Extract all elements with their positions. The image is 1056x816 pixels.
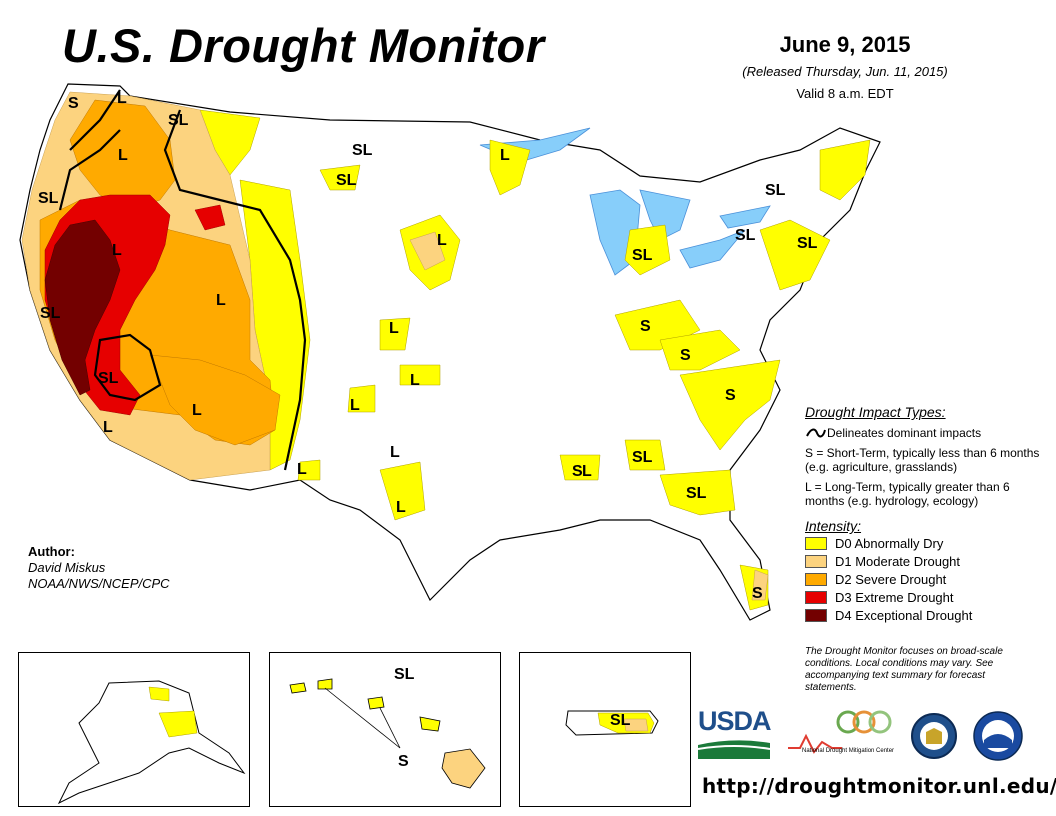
legend-long-term-row: L = Long-Term, typically greater than 6 … <box>805 480 1045 508</box>
svg-text:L: L <box>396 499 406 516</box>
author-name: David Miskus <box>28 560 106 575</box>
d0-swatch <box>805 536 827 550</box>
svg-text:SL: SL <box>632 247 653 264</box>
svg-text:S: S <box>640 318 651 335</box>
svg-text:SL: SL <box>765 182 786 199</box>
svg-text:L: L <box>117 90 127 107</box>
svg-text:L: L <box>350 397 360 414</box>
intensity-d4-row: D4 Exceptional Drought <box>805 606 1045 624</box>
svg-text:SL: SL <box>98 370 119 387</box>
long-term-label: L = Long-Term, typically greater than 6 … <box>805 480 1010 508</box>
svg-text:SL: SL <box>686 485 707 502</box>
svg-text:L: L <box>112 242 122 259</box>
hawaii-map: SL S <box>289 666 486 789</box>
ndmc-caption-line1: National <box>802 748 825 754</box>
d3-label: D3 Extreme Drought <box>835 589 954 605</box>
svg-text:L: L <box>389 320 399 337</box>
svg-text:L: L <box>118 147 128 164</box>
svg-text:SL: SL <box>168 112 189 129</box>
short-term-label: S = Short-Term, typically less than 6 mo… <box>805 446 1040 474</box>
doc-seal-icon <box>911 713 957 759</box>
svg-text:L: L <box>582 463 592 480</box>
svg-text:L: L <box>103 419 113 436</box>
intensity-d3-row: D3 Extreme Drought <box>805 588 1045 606</box>
svg-text:L: L <box>216 292 226 309</box>
impact-labels: S L SL SL L SL SL L L L L SL L SL L L L … <box>38 90 818 602</box>
ndmc-logo-caption: National Drought Mitigation Center <box>802 748 894 754</box>
doc-seal-logo <box>910 712 958 760</box>
svg-text:L: L <box>390 444 400 461</box>
valid-time: Valid 8 a.m. EDT <box>796 86 894 101</box>
noaa-logo <box>972 710 1024 762</box>
map-title: U.S. Drought Monitor <box>62 19 545 72</box>
legend-delineates-row: Delineates dominant impacts <box>805 426 1045 440</box>
intensity-heading: Intensity: <box>805 518 862 534</box>
usda-logo-text: USDA <box>698 706 772 736</box>
ndmc-caption-line2: Drought Mitigation Center <box>825 748 895 754</box>
ndmc-logo-graphic <box>788 710 892 754</box>
noaa-logo-icon <box>973 711 1023 761</box>
author-heading: Author: <box>28 544 75 559</box>
author-block: Author: David Miskus NOAA/NWS/NCEP/CPC <box>28 544 170 592</box>
svg-text:L: L <box>437 232 447 249</box>
d4-areas <box>44 219 121 396</box>
svg-text:L: L <box>500 147 510 164</box>
pr-label-sl: SL <box>610 712 631 729</box>
impact-types-heading: Drought Impact Types: <box>805 404 946 420</box>
svg-text:S: S <box>752 585 763 602</box>
hawaii-label-s: S <box>398 753 409 770</box>
intensity-d2-row: D2 Severe Drought <box>805 570 1045 588</box>
hawaii-inset: SL S <box>269 652 501 807</box>
intensity-d1-row: D1 Moderate Drought <box>805 552 1045 570</box>
legend-short-term-row: S = Short-Term, typically less than 6 mo… <box>805 446 1045 474</box>
d3-swatch <box>805 590 827 604</box>
svg-text:L: L <box>192 402 202 419</box>
svg-text:SL: SL <box>797 235 818 252</box>
boundary-line-icon <box>806 428 826 438</box>
svg-text:SL: SL <box>735 227 756 244</box>
svg-text:SL: SL <box>38 190 59 207</box>
svg-text:S: S <box>725 387 736 404</box>
d0-label: D0 Abnormally Dry <box>835 535 944 551</box>
d4-swatch <box>805 608 827 622</box>
legend: Drought Impact Types: Delineates dominan… <box>805 404 1045 624</box>
d1-swatch <box>805 554 827 568</box>
intensity-swatches: D0 Abnormally Dry D1 Moderate Drought D2… <box>805 534 1045 624</box>
usda-logo-hills <box>697 740 771 759</box>
source-url[interactable]: http://droughtmonitor.unl.edu/ <box>702 774 1056 798</box>
intensity-d0-row: D0 Abnormally Dry <box>805 534 1045 552</box>
d1-label: D1 Moderate Drought <box>835 553 961 569</box>
svg-text:S: S <box>572 463 583 480</box>
svg-text:SL: SL <box>352 142 373 159</box>
release-date: (Released Thursday, Jun. 11, 2015) <box>742 64 948 79</box>
d0-areas <box>199 109 871 611</box>
author-org: NOAA/NWS/NCEP/CPC <box>28 576 170 591</box>
impact-boundaries <box>58 89 307 471</box>
usda-logo: USDA <box>697 706 772 759</box>
svg-text:L: L <box>297 461 307 478</box>
svg-text:S: S <box>680 347 691 364</box>
delineates-label: Delineates dominant impacts <box>827 426 982 440</box>
alaska-map <box>57 680 246 805</box>
svg-text:L: L <box>410 372 420 389</box>
svg-text:SL: SL <box>40 305 61 322</box>
hawaii-label-sl: SL <box>394 666 415 683</box>
svg-text:S: S <box>68 95 79 112</box>
svg-text:SL: SL <box>336 172 357 189</box>
d2-label: D2 Severe Drought <box>835 571 947 587</box>
map-date: June 9, 2015 <box>779 32 911 57</box>
svg-text:SL: SL <box>632 449 653 466</box>
d4-label: D4 Exceptional Drought <box>835 607 973 623</box>
puerto-rico-inset: SL <box>519 652 691 807</box>
disclaimer-note: The Drought Monitor focuses on broad-sca… <box>805 646 1003 693</box>
puerto-rico-map: SL <box>565 710 659 736</box>
d2-swatch <box>805 572 827 586</box>
ndmc-logo: National Drought Mitigation Center <box>786 708 896 760</box>
alaska-inset <box>18 652 250 807</box>
